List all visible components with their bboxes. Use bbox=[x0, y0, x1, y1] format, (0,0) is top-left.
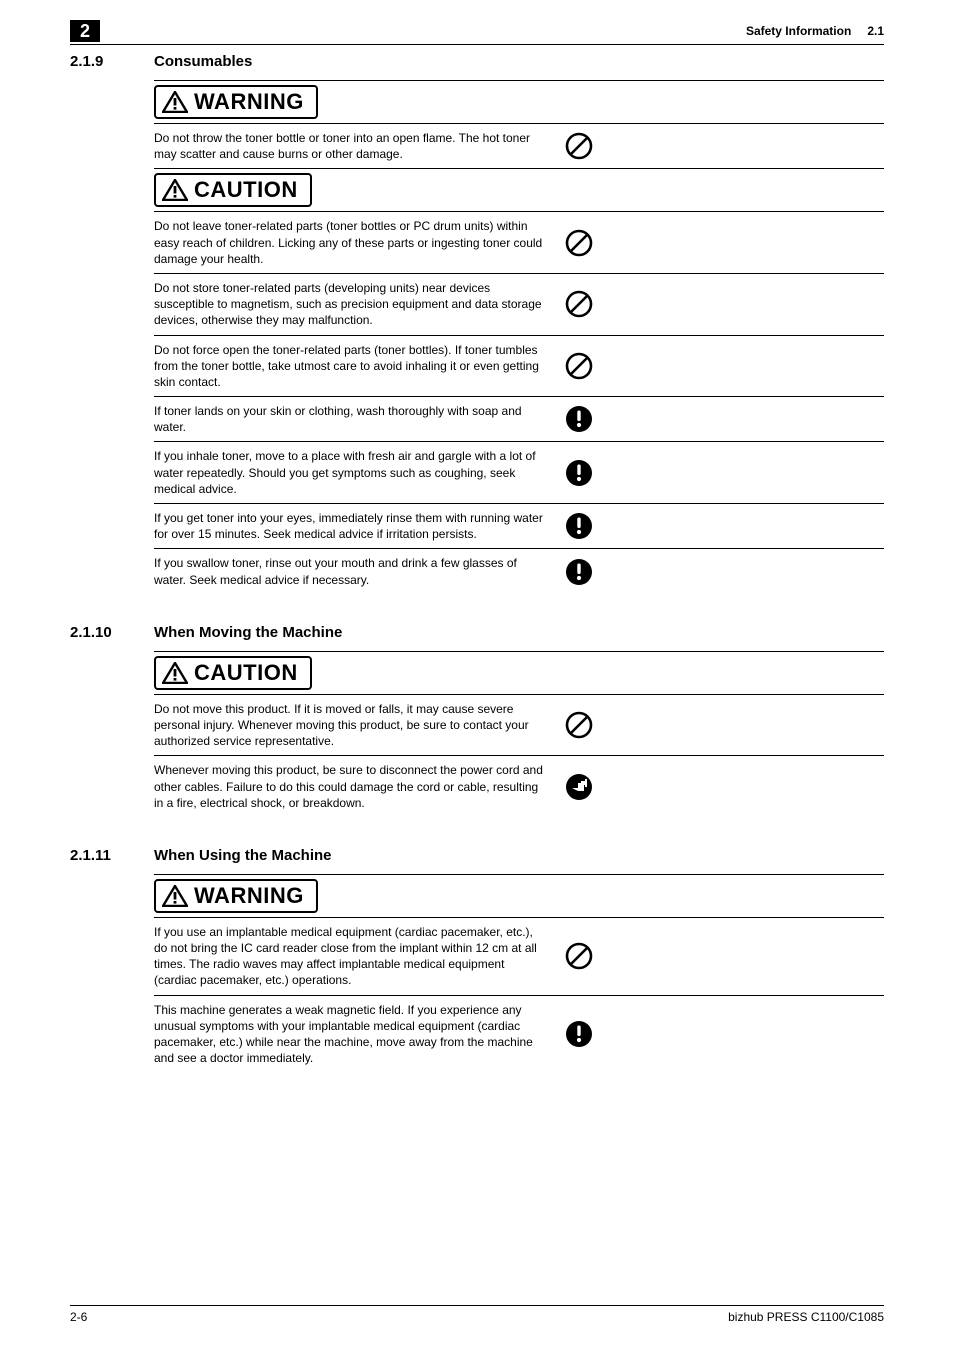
safety-row: If you swallow toner, rinse out your mou… bbox=[154, 549, 884, 593]
header-section-number: 2.1 bbox=[867, 24, 884, 38]
mandatory-icon bbox=[559, 403, 599, 435]
caution-banner-wrap: CAUTION bbox=[154, 169, 884, 212]
safety-text: If you inhale toner, move to a place wit… bbox=[154, 448, 559, 497]
safety-row: If toner lands on your skin or clothing,… bbox=[154, 397, 884, 442]
safety-text: Whenever moving this product, be sure to… bbox=[154, 762, 559, 811]
warning-triangle-icon bbox=[162, 179, 188, 201]
safety-row: Do not force open the toner-related part… bbox=[154, 336, 884, 398]
safety-text: Do not throw the toner bottle or toner i… bbox=[154, 130, 559, 162]
prohibit-icon bbox=[559, 701, 599, 750]
section-heading: 2.1.9 Consumables bbox=[70, 53, 884, 70]
banner-text: CAUTION bbox=[194, 177, 298, 203]
prohibit-icon bbox=[559, 342, 599, 391]
section-content: WARNING If you use an implantable medical… bbox=[154, 874, 884, 1073]
safety-row: If you get toner into your eyes, immedia… bbox=[154, 504, 884, 549]
safety-text: Do not force open the toner-related part… bbox=[154, 342, 559, 391]
prohibit-icon bbox=[559, 218, 599, 267]
mandatory-icon bbox=[559, 555, 599, 587]
mandatory-icon bbox=[559, 1002, 599, 1067]
mandatory-icon bbox=[559, 448, 599, 497]
page: 2 Safety Information 2.1 2.1.9 Consumable… bbox=[0, 0, 954, 1350]
safety-text: Do not store toner-related parts (develo… bbox=[154, 280, 559, 329]
header-title: Safety Information bbox=[746, 24, 851, 38]
safety-text: If you get toner into your eyes, immedia… bbox=[154, 510, 559, 542]
section-content: WARNING Do not throw the toner bottle or … bbox=[154, 80, 884, 594]
safety-row: Do not move this product. If it is moved… bbox=[154, 695, 884, 757]
section-heading: 2.1.10 When Moving the Machine bbox=[70, 624, 884, 641]
section-number: 2.1.9 bbox=[70, 53, 126, 70]
safety-text: Do not move this product. If it is moved… bbox=[154, 701, 559, 750]
banner-text: CAUTION bbox=[194, 660, 298, 686]
chapter-tab: 2 bbox=[70, 20, 100, 42]
mandatory-icon bbox=[559, 510, 599, 542]
safety-text: This machine generates a weak magnetic f… bbox=[154, 1002, 559, 1067]
safety-row: If you inhale toner, move to a place wit… bbox=[154, 442, 884, 504]
safety-row: Do not throw the toner bottle or toner i… bbox=[154, 124, 884, 169]
prohibit-icon bbox=[559, 924, 599, 989]
safety-row: Do not store toner-related parts (develo… bbox=[154, 274, 884, 336]
safety-text: If you use an implantable medical equipm… bbox=[154, 924, 559, 989]
safety-text: If you swallow toner, rinse out your mou… bbox=[154, 555, 559, 587]
banner-text: WARNING bbox=[194, 89, 304, 115]
warning-banner-wrap: WARNING bbox=[154, 80, 884, 124]
warning-banner: WARNING bbox=[154, 879, 318, 913]
warning-banner: WARNING bbox=[154, 85, 318, 119]
footer-model: bizhub PRESS C1100/C1085 bbox=[728, 1310, 884, 1324]
warning-triangle-icon bbox=[162, 662, 188, 684]
section-heading: 2.1.11 When Using the Machine bbox=[70, 847, 884, 864]
banner-text: WARNING bbox=[194, 883, 304, 909]
caution-banner: CAUTION bbox=[154, 173, 312, 207]
section-title: Consumables bbox=[154, 53, 252, 70]
safety-text: Do not leave toner-related parts (toner … bbox=[154, 218, 559, 267]
prohibit-icon bbox=[559, 280, 599, 329]
section-content: CAUTION Do not move this product. If it i… bbox=[154, 651, 884, 817]
warning-triangle-icon bbox=[162, 885, 188, 907]
safety-row: This machine generates a weak magnetic f… bbox=[154, 996, 884, 1073]
safety-row: Do not leave toner-related parts (toner … bbox=[154, 212, 884, 274]
caution-banner-wrap: CAUTION bbox=[154, 651, 884, 695]
footer-page-number: 2-6 bbox=[70, 1310, 87, 1324]
running-header: 2 Safety Information 2.1 bbox=[70, 22, 884, 45]
safety-text: If toner lands on your skin or clothing,… bbox=[154, 403, 559, 435]
safety-row: Whenever moving this product, be sure to… bbox=[154, 756, 884, 817]
header-right: Safety Information 2.1 bbox=[746, 24, 884, 38]
section-number: 2.1.10 bbox=[70, 624, 126, 641]
warning-triangle-icon bbox=[162, 91, 188, 113]
section-number: 2.1.11 bbox=[70, 847, 126, 864]
prohibit-icon bbox=[559, 130, 599, 162]
safety-row: If you use an implantable medical equipm… bbox=[154, 918, 884, 996]
section-title: When Moving the Machine bbox=[154, 624, 342, 641]
section-title: When Using the Machine bbox=[154, 847, 332, 864]
warning-banner-wrap: WARNING bbox=[154, 874, 884, 918]
caution-banner: CAUTION bbox=[154, 656, 312, 690]
unplug-icon bbox=[559, 762, 599, 811]
footer: 2-6 bizhub PRESS C1100/C1085 bbox=[70, 1305, 884, 1324]
